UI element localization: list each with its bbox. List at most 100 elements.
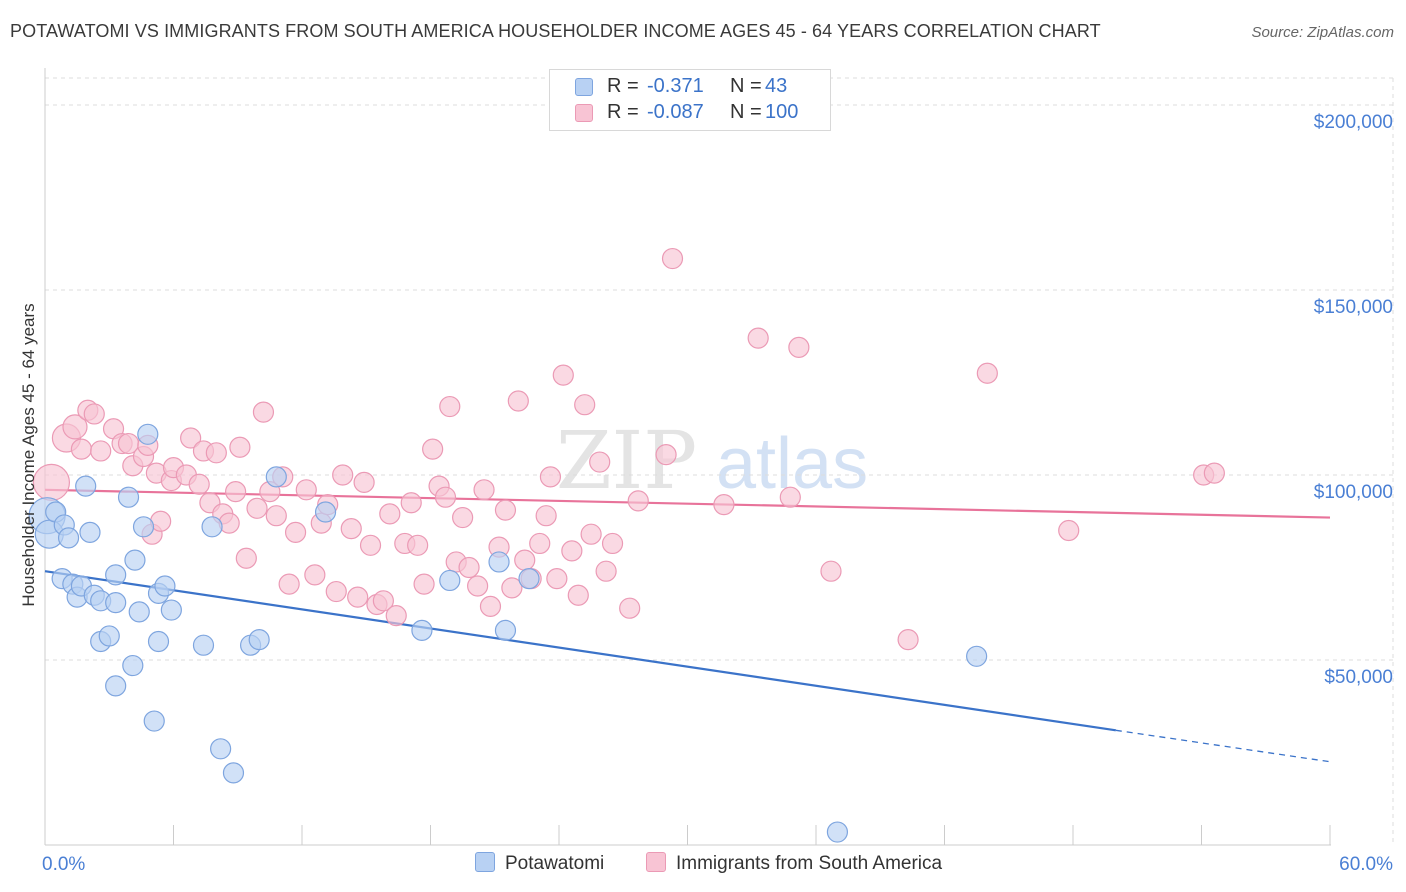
south-america-point [325,580,347,603]
potawatomi-point [128,601,150,623]
south-america-point [62,414,88,440]
potawatomi-point [75,475,97,497]
south-america-point [180,427,202,449]
potawatomi-point [210,738,232,760]
south-america-point [407,534,429,556]
south-america-point [347,586,369,608]
potawatomi-point [966,645,988,667]
south-america-point [501,577,523,599]
legend-item-potawatomi[interactable]: Potawatomi [475,852,604,875]
potawatomi-point [117,486,140,508]
legend-item-south-america[interactable]: Immigrants from South America [646,852,942,875]
potawatomi-point [154,575,176,597]
legend-n-value: 43 [765,75,788,97]
south-america-point [479,595,502,617]
potawatomi-point [265,466,287,488]
south-america-point [385,604,407,627]
south-america-point [229,436,251,458]
potawatomi-point [124,549,146,571]
legend-label-south-america: Immigrants from South America [676,853,943,874]
south-america-point [529,532,551,555]
legend-r-value: -0.371 [647,75,704,97]
south-america-point [205,442,227,464]
axes [44,68,1331,846]
south-america-point [1203,462,1225,484]
potawatomi-point [201,516,223,538]
south-america-point [567,584,589,606]
potawatomi-point [314,501,337,523]
south-america-trend-line [44,488,1331,519]
potawatomi-point [137,423,159,445]
south-america-point [601,532,624,555]
potawatomi-point [826,821,849,843]
y-axis-label: Householder Income Ages 45 - 64 years [19,303,38,606]
legend-row-potawatomi: R = -0.371 N = 43 [550,75,830,101]
legend-swatch-pink [575,104,593,122]
x-tick-label-max: 60.0% [1339,854,1393,875]
south-america-point [83,403,105,425]
potawatomi-point [105,564,127,586]
potawatomi-point [147,630,170,653]
south-america-point [473,479,495,501]
south-america-point [552,364,574,386]
legend-row-south-america: R = -0.087 N = 100 [550,101,830,127]
watermark: ZIP atlas [556,414,868,507]
south-america-point [372,590,394,612]
south-america-point [747,327,769,349]
trend-lines [44,488,1331,763]
south-america-point [535,505,557,527]
potawatomi-point [143,710,165,732]
south-america-point [295,479,317,501]
legend-r-label: R = [607,101,639,123]
south-america-point [507,390,529,412]
south-america-point [788,336,810,358]
y-tick-label: $50,000 [1324,667,1393,688]
south-america-point [452,506,474,529]
legend-swatch-pink [646,852,666,872]
x-tick-label-min: 0.0% [42,854,85,875]
south-america-point [1058,519,1080,542]
potawatomi-point [122,654,144,677]
potawatomi-point [518,567,540,590]
watermark-zip: ZIP [556,414,697,507]
south-america-point [546,567,568,590]
south-america-point [235,547,257,569]
potawatomi-point [132,516,155,538]
south-america-point [619,597,641,619]
south-america-point [90,440,112,462]
south-america-point [494,499,517,521]
potawatomi-trend-line [44,570,1116,732]
potawatomi-point [57,527,80,549]
legend-n-value: 100 [765,101,799,123]
potawatomi-point [105,592,127,614]
south-america-point [400,492,422,514]
legend-n-label: N = [730,101,762,123]
data-points [28,247,1225,843]
south-america-point [779,486,801,508]
south-america-point [225,481,247,503]
potawatomi-point [222,762,245,784]
south-america-point [439,395,461,418]
y-tick-label: $150,000 [1314,297,1393,318]
y-tick-label: $200,000 [1314,112,1393,133]
south-america-point [661,247,684,270]
south-america-point [413,573,435,595]
chart-title: POTAWATOMI VS IMMIGRANTS FROM SOUTH AMER… [10,21,1101,41]
potawatomi-trend-extension [1115,729,1331,763]
source-credit: Source: ZipAtlas.com [1251,24,1394,41]
potawatomi-point [488,551,510,573]
legend-r-value: -0.087 [647,101,704,123]
legend-n-label: N = [730,75,762,97]
south-america-point [589,451,611,473]
potawatomi-point [411,619,433,642]
south-america-point [458,556,480,579]
south-america-point [246,497,268,519]
legend-r-label: R = [607,75,639,97]
south-america-point [284,521,307,543]
south-america-point [422,438,444,460]
south-america-point [580,523,602,545]
potawatomi-point [105,675,127,697]
south-america-point [252,401,275,423]
south-america-point [218,512,240,534]
